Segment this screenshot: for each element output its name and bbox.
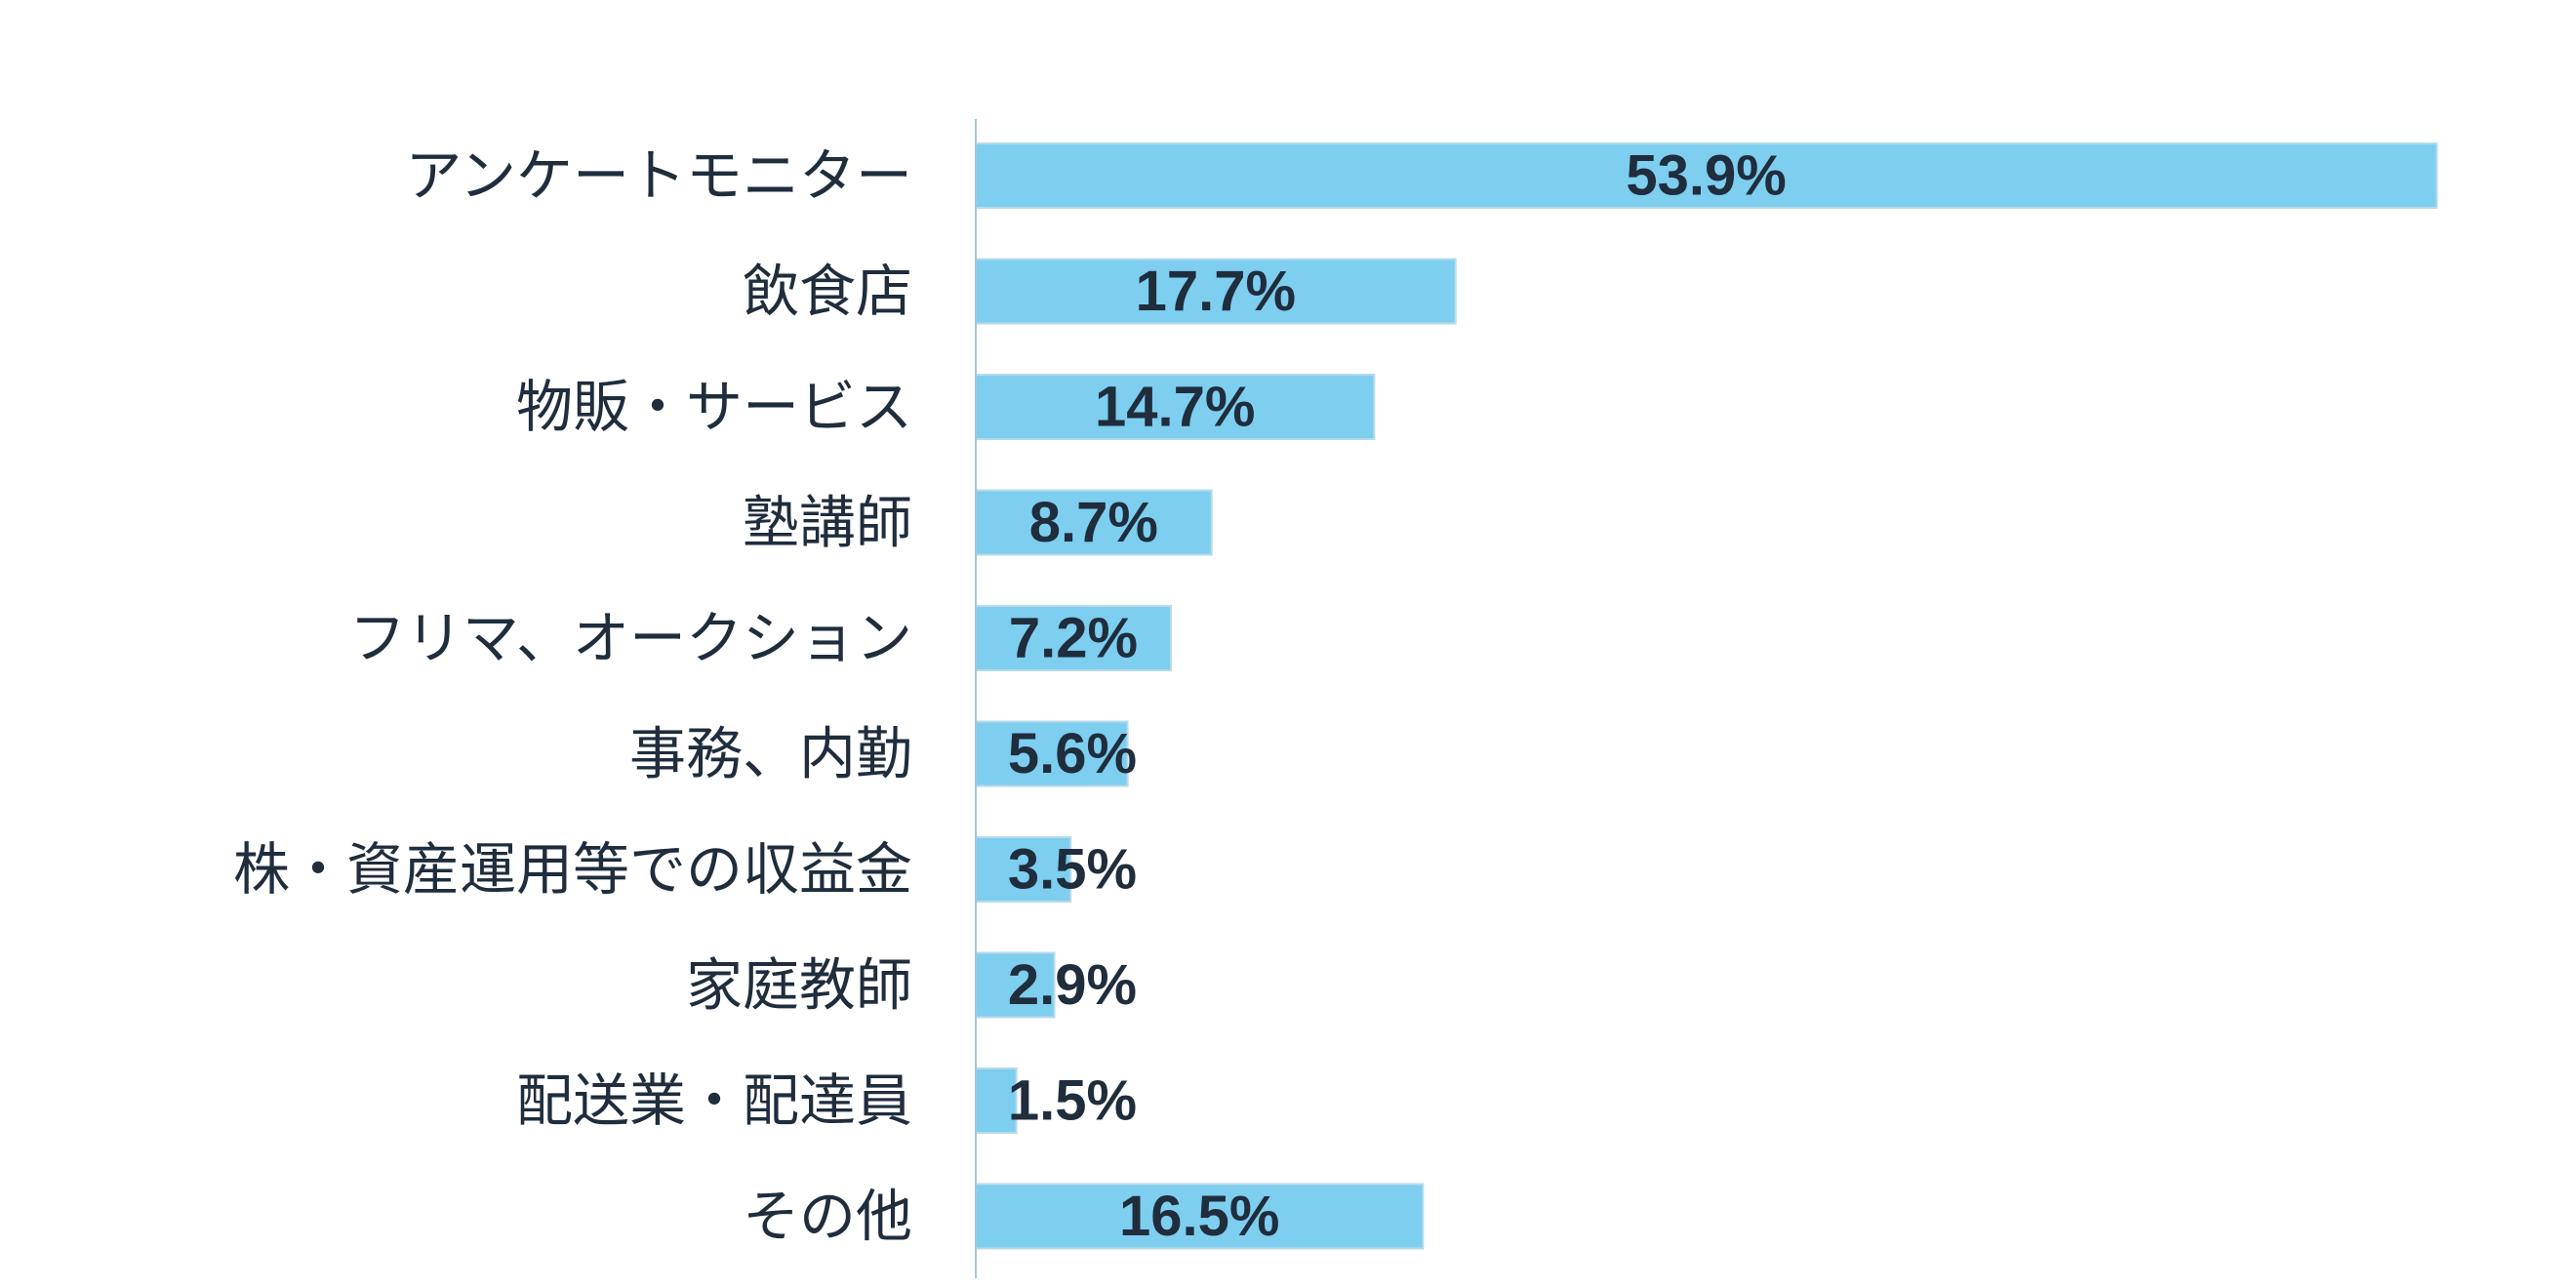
category-label-1: アンケートモニター [405, 142, 912, 209]
value-label-6: 5.6% [1008, 722, 1137, 785]
value-labels: 53.9% 17.7% 14.7% 8.7% 7.2% 5.6% 3.5% 2.9% 1.5% 1… [1008, 144, 1787, 1249]
category-label-6: 事務、内勤 [629, 721, 912, 787]
category-label-7: 株・資産運用等での収益金 [233, 836, 912, 903]
value-label-5: 7.2% [1009, 607, 1138, 670]
bar-3 [975, 374, 1376, 440]
category-label-9: 配送業・配達員 [516, 1067, 912, 1134]
category-label-8: 家庭教師 [686, 952, 912, 1019]
bar-7 [975, 836, 1072, 903]
bar-5 [975, 605, 1173, 671]
category-label-5: フリマ、オークション [349, 605, 912, 671]
value-label-9: 1.5% [1008, 1069, 1137, 1133]
bar-10 [975, 1183, 1425, 1250]
value-label-1: 53.9% [1626, 144, 1786, 208]
category-label-4: 塾講師 [743, 490, 912, 556]
category-labels: アンケートモニター飲食店物販・サービス塾講師フリマ、オークション事務、内勤株・資… [233, 142, 912, 1250]
value-label-8: 2.9% [1008, 953, 1137, 1017]
category-label-10: その他 [743, 1184, 912, 1250]
value-label-10: 16.5% [1119, 1185, 1279, 1248]
value-label-3: 14.7% [1095, 376, 1255, 439]
value-label-7: 3.5% [1008, 838, 1137, 902]
bars-layer [975, 142, 2438, 1250]
bar-1 [975, 142, 2438, 209]
value-label-4: 8.7% [1029, 491, 1158, 554]
bar-4 [975, 489, 1213, 556]
value-label-2: 17.7% [1136, 260, 1296, 323]
category-label-3: 物販・サービス [516, 374, 912, 440]
bar-2 [975, 258, 1457, 325]
category-label-2: 飲食店 [743, 259, 912, 325]
